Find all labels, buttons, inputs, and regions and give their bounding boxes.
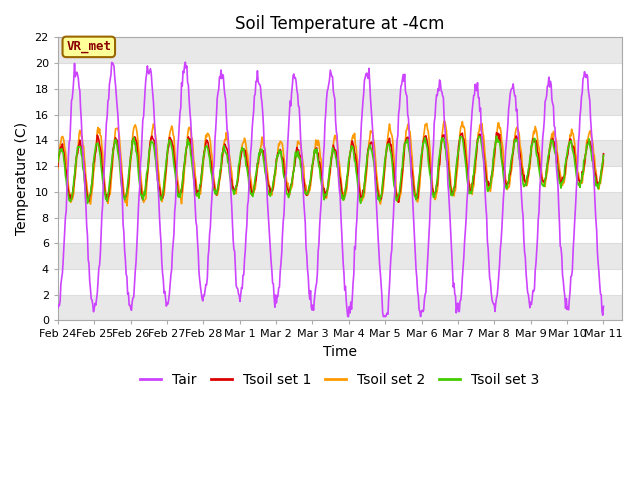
Bar <box>58 295 621 321</box>
X-axis label: Time: Time <box>323 345 356 359</box>
Y-axis label: Temperature (C): Temperature (C) <box>15 122 29 236</box>
Legend: Tair, Tsoil set 1, Tsoil set 2, Tsoil set 3: Tair, Tsoil set 1, Tsoil set 2, Tsoil se… <box>135 368 545 393</box>
Bar <box>58 37 621 63</box>
Bar <box>58 140 621 166</box>
Bar <box>58 89 621 115</box>
Title: Soil Temperature at -4cm: Soil Temperature at -4cm <box>235 15 444 33</box>
Bar <box>58 192 621 217</box>
Bar <box>58 243 621 269</box>
Text: VR_met: VR_met <box>67 40 111 53</box>
